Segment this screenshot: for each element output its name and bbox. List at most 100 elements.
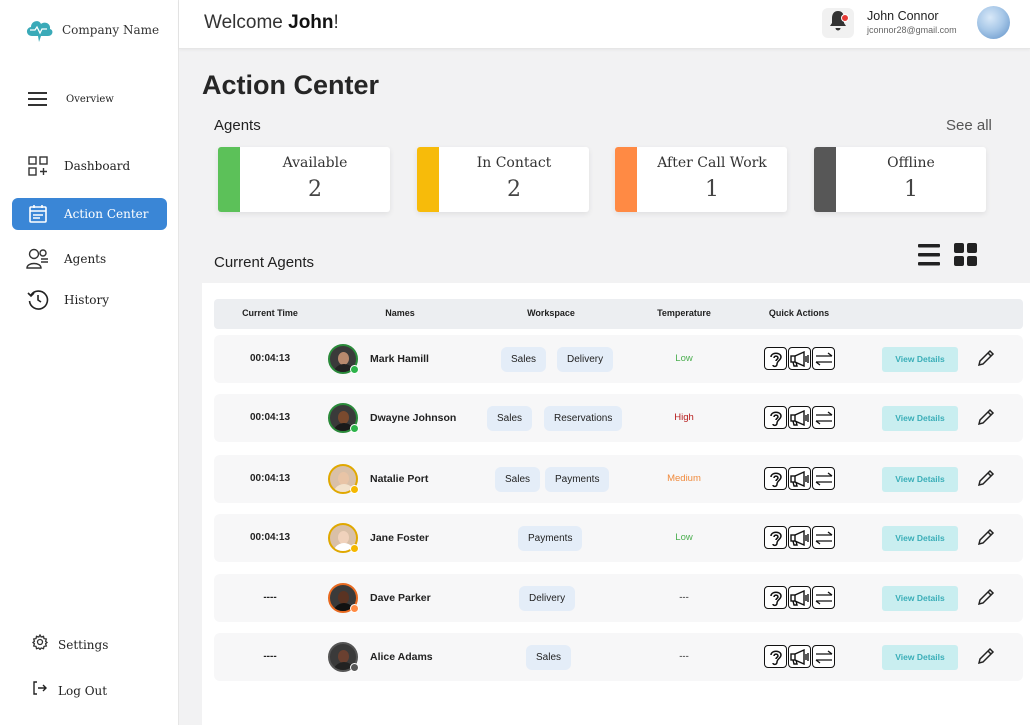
- agents-section-title: Agents: [214, 117, 261, 134]
- edit-button[interactable]: [976, 587, 998, 609]
- quick-actions: [764, 406, 836, 429]
- edit-button[interactable]: [976, 468, 998, 490]
- current-time: ----: [263, 651, 277, 662]
- welcome-suffix: !: [333, 12, 339, 33]
- edit-button[interactable]: [976, 646, 998, 668]
- edit-button[interactable]: [976, 527, 998, 549]
- view-details-button[interactable]: View Details: [882, 526, 958, 551]
- broadcast-button[interactable]: [788, 586, 811, 609]
- stat-value: 1: [904, 177, 918, 202]
- megaphone-icon: [789, 350, 809, 367]
- workspace-tag: Payments: [545, 467, 610, 492]
- stat-card-offline[interactable]: Offline 1: [814, 147, 986, 212]
- current-time: 00:04:13: [249, 353, 291, 364]
- status-dot: [350, 544, 359, 553]
- broadcast-button[interactable]: [788, 526, 811, 549]
- edit-button[interactable]: [976, 348, 998, 370]
- logout-link[interactable]: Log Out: [32, 680, 107, 701]
- temperature-value: ---: [679, 651, 689, 662]
- transfer-button[interactable]: [812, 347, 835, 370]
- quick-actions: [764, 586, 836, 609]
- quick-actions: [764, 645, 836, 668]
- table-header: Current Time Names Workspace Temperature…: [214, 299, 1023, 329]
- workspace-tag: Sales: [487, 406, 533, 431]
- agent-avatar[interactable]: [328, 464, 358, 494]
- listen-button[interactable]: [764, 586, 787, 609]
- transfer-button[interactable]: [812, 467, 835, 490]
- notifications-button[interactable]: [822, 8, 854, 38]
- pencil-icon: [977, 588, 995, 606]
- megaphone-icon: [789, 470, 809, 487]
- listen-button[interactable]: [764, 347, 787, 370]
- sidebar-item-action-center[interactable]: Action Center: [12, 198, 167, 230]
- logout-label: Log Out: [58, 683, 108, 698]
- listen-button[interactable]: [764, 467, 787, 490]
- workspace-tag: Sales: [501, 347, 547, 372]
- ear-icon: [769, 472, 782, 487]
- megaphone-icon: [789, 648, 809, 665]
- broadcast-button[interactable]: [788, 645, 811, 668]
- quick-actions: [764, 467, 836, 490]
- grid-view-icon: [954, 243, 977, 270]
- view-details-button[interactable]: View Details: [882, 467, 958, 492]
- transfer-button[interactable]: [812, 645, 835, 668]
- calendar-icon: [24, 200, 52, 228]
- workspace-tag: Sales: [495, 467, 541, 492]
- page-title: Action Center: [202, 70, 380, 100]
- temperature-value: Medium: [667, 473, 701, 484]
- table-row: 00:04:13 Natalie Port Sales Payments Medium …: [214, 455, 1023, 503]
- sidebar: Company Name Overview Dashboard Action C…: [0, 0, 179, 725]
- dashboard-icon: [24, 152, 52, 180]
- user-email: jconnor28@gmail.com: [867, 25, 957, 35]
- column-header: Current Time: [242, 308, 298, 318]
- view-details-button[interactable]: View Details: [882, 586, 958, 611]
- user-avatar[interactable]: [977, 6, 1010, 39]
- workspace-tag: Delivery: [519, 586, 576, 611]
- broadcast-button[interactable]: [788, 467, 811, 490]
- view-details-button[interactable]: View Details: [882, 406, 958, 431]
- column-header: Names: [385, 308, 415, 318]
- edit-button[interactable]: [976, 407, 998, 429]
- listen-button[interactable]: [764, 406, 787, 429]
- transfer-button[interactable]: [812, 526, 835, 549]
- gear-icon: [32, 633, 48, 655]
- transfer-arrows-icon: [815, 590, 832, 605]
- column-header: Temperature: [657, 308, 711, 318]
- stat-card-after-call-work[interactable]: After Call Work 1: [615, 147, 787, 212]
- list-view-toggle[interactable]: [918, 242, 940, 268]
- top-header: Welcome John! John Connor jconnor28@gmai…: [179, 0, 1030, 49]
- grid-view-toggle[interactable]: [954, 243, 977, 266]
- view-details-button[interactable]: View Details: [882, 347, 958, 372]
- pencil-icon: [977, 349, 995, 367]
- sidebar-item-history[interactable]: History: [12, 284, 167, 316]
- pencil-icon: [977, 647, 995, 665]
- view-details-button[interactable]: View Details: [882, 645, 958, 670]
- pencil-icon: [977, 408, 995, 426]
- brand-logo[interactable]: Company Name: [24, 17, 159, 43]
- broadcast-button[interactable]: [788, 347, 811, 370]
- transfer-button[interactable]: [812, 586, 835, 609]
- status-color-bar: [417, 147, 439, 212]
- stat-label: Offline: [887, 155, 935, 171]
- status-dot: [350, 604, 359, 613]
- sidebar-item-agents[interactable]: Agents: [12, 243, 167, 275]
- status-dot: [350, 424, 359, 433]
- settings-link[interactable]: Settings: [32, 633, 108, 655]
- status-color-bar: [615, 147, 637, 212]
- temperature-value: ---: [679, 592, 689, 603]
- transfer-button[interactable]: [812, 406, 835, 429]
- stat-value: 2: [507, 177, 521, 202]
- see-all-link[interactable]: See all: [946, 117, 992, 134]
- listen-button[interactable]: [764, 526, 787, 549]
- welcome-prefix: Welcome: [204, 12, 289, 33]
- sidebar-item-dashboard[interactable]: Dashboard: [12, 150, 167, 182]
- status-dot: [350, 663, 359, 672]
- status-color-bar: [814, 147, 836, 212]
- listen-button[interactable]: [764, 645, 787, 668]
- stat-card-in-contact[interactable]: In Contact 2: [417, 147, 589, 212]
- transfer-arrows-icon: [815, 530, 832, 545]
- broadcast-button[interactable]: [788, 406, 811, 429]
- stat-card-available[interactable]: Available 2: [218, 147, 390, 212]
- transfer-arrows-icon: [815, 351, 832, 366]
- sidebar-item-overview[interactable]: Overview: [12, 83, 167, 115]
